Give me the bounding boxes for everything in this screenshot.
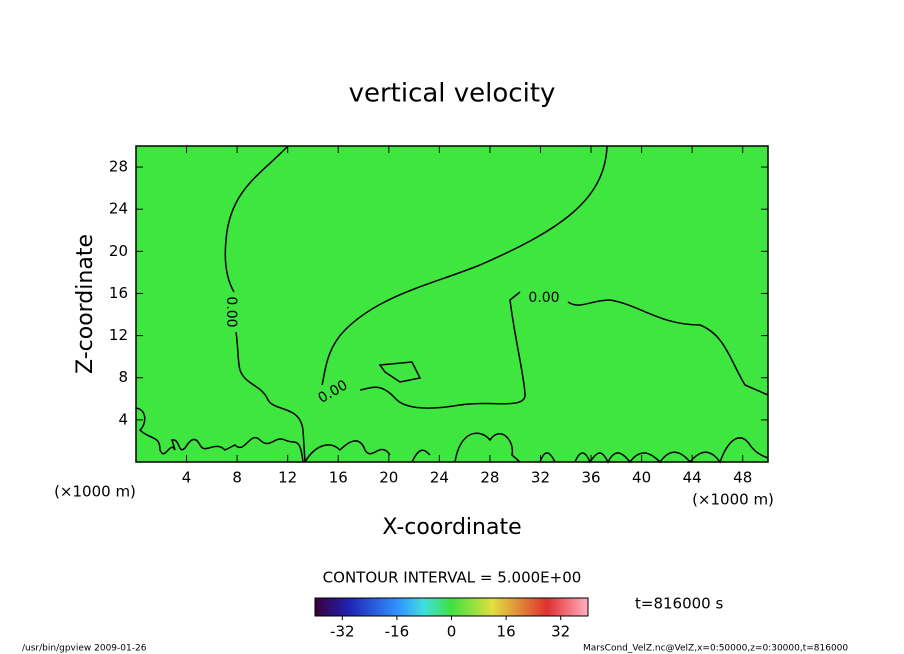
x-tick-label: 44 [683, 469, 702, 487]
contour-line [235, 331, 306, 463]
x-tick-label: 8 [232, 469, 242, 487]
x-tick-label: 20 [379, 469, 398, 487]
y-axis-title: Z-coordinate [73, 234, 98, 374]
y-unit: (×1000 m) [692, 491, 774, 509]
y-tick-label: 20 [109, 242, 128, 260]
contour-line [321, 145, 608, 386]
contour-line [135, 407, 304, 463]
x-tick-label: 16 [329, 469, 348, 487]
contour-line [224, 145, 289, 293]
time-label: t=816000 s [635, 595, 723, 613]
contour-line [378, 361, 422, 383]
colorbar-tick-label: 0 [447, 623, 457, 641]
contours [135, 145, 769, 464]
footer-right: MarsCond_VelZ.nc@VelZ,x=0:50000,z=0:3000… [583, 644, 848, 654]
contour-line [359, 291, 526, 409]
plot-area [135, 145, 769, 463]
x-tick-label: 24 [430, 469, 449, 487]
y-tick-label: 12 [109, 326, 128, 344]
chart-title: vertical velocity [349, 79, 556, 109]
contour-label: 0.00 [528, 290, 559, 306]
y-tick-label: 16 [109, 284, 128, 302]
contour-line [304, 432, 769, 464]
x-tick-label: 12 [278, 469, 297, 487]
colorbar-tick-label: 16 [497, 623, 516, 641]
x-tick-label: 4 [182, 469, 192, 487]
colorbar-tick-label: 32 [551, 623, 570, 641]
x-unit: (×1000 m) [54, 483, 136, 501]
y-tick-label: 28 [109, 158, 128, 176]
x-tick-label: 28 [480, 469, 499, 487]
footer-left: /usr/bin/gpview 2009-01-26 [22, 644, 147, 654]
colorbar-tick-label: -32 [330, 623, 355, 641]
contour-line [567, 299, 769, 396]
colorbar [314, 597, 589, 617]
x-tick-label: 36 [581, 469, 600, 487]
y-tick-label: 8 [118, 368, 128, 386]
x-tick-label: 48 [733, 469, 752, 487]
x-axis-title: X-coordinate [382, 515, 521, 540]
x-tick-label: 40 [632, 469, 651, 487]
contour-interval: CONTOUR INTERVAL = 5.000E+00 [323, 569, 582, 587]
contour-label: 0.00 [223, 296, 239, 327]
y-tick-label: 24 [109, 200, 128, 218]
y-tick-label: 4 [118, 410, 128, 428]
colorbar-tick-label: -16 [385, 623, 410, 641]
x-tick-label: 32 [531, 469, 550, 487]
